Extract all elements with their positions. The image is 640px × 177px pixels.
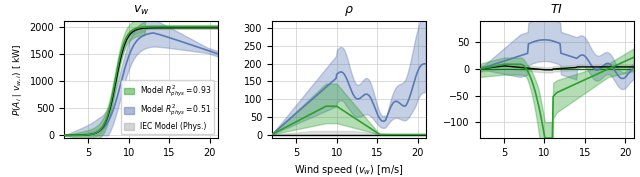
Title: $v_w$: $v_w$	[132, 4, 149, 17]
X-axis label: Wind speed ($v_w$) [m/s]: Wind speed ($v_w$) [m/s]	[294, 163, 404, 177]
Legend: Model $R^2_{phys} = 0.93$, Model $R^2_{phys} = 0.51$, IEC Model (Phys.): Model $R^2_{phys} = 0.93$, Model $R^2_{p…	[122, 81, 214, 134]
Title: $\rho$: $\rho$	[344, 4, 354, 18]
Title: $TI$: $TI$	[550, 3, 563, 16]
Y-axis label: $P(A_i \mid v_{w,i})$ [ kW]: $P(A_i \mid v_{w,i})$ [ kW]	[12, 43, 24, 116]
